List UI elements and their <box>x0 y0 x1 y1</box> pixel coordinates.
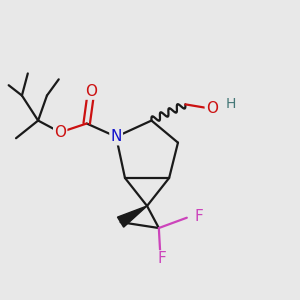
Text: N: N <box>110 129 122 144</box>
Text: O: O <box>54 125 66 140</box>
Text: F: F <box>194 209 203 224</box>
Text: O: O <box>85 84 97 99</box>
Polygon shape <box>118 206 147 227</box>
Text: O: O <box>206 101 218 116</box>
Text: H: H <box>226 98 236 111</box>
Text: F: F <box>158 251 166 266</box>
